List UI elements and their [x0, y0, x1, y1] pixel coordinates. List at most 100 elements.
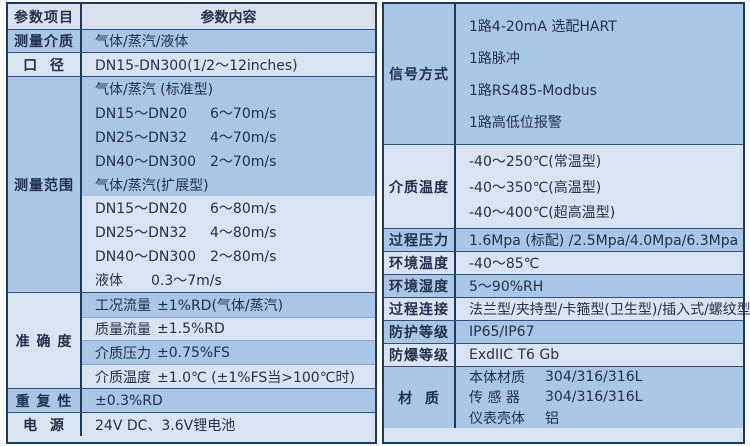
row-process-connection: 过程连接 法兰型/夹持型/卡箍型(卫生型)/插入式/螺纹型: [384, 297, 750, 320]
material-item: 传 感 器: [469, 390, 520, 407]
accuracy-value: ±1%RD(气体/蒸汽): [157, 297, 284, 314]
accuracy-item: 工况流量: [95, 297, 151, 314]
material-value: 铝: [545, 410, 559, 427]
param-value: 24V DC、3.6V锂电池: [95, 417, 236, 434]
signal-line: 1路高低位报警: [469, 115, 562, 131]
param-value: DN15-DN300(1/2～12inches): [95, 57, 298, 74]
material-line: 本体材质 304/316/316L: [456, 367, 743, 387]
medium-temp-line: -40～350℃(高温型): [469, 179, 602, 196]
spec-table-right: 信号方式 1路4-20mA 选配HART 1路脉冲 1路RS485-Modbus…: [382, 2, 750, 444]
param-name: 介质温度: [384, 145, 456, 228]
param-name: 测量介质: [8, 30, 82, 52]
range-line: DN25～DN32 4～80m/s: [82, 220, 375, 245]
param-value: 法兰型/夹持型/卡箍型(卫生型)/插入式/螺纹型: [469, 302, 750, 318]
range-text: 气体/蒸汽(扩展型): [95, 177, 209, 194]
param-name: 环境温度: [384, 252, 456, 274]
param-value: 气体/蒸汽/液体: [95, 34, 189, 50]
param-name: 测量范围: [8, 77, 82, 292]
param-name: 环境湿度: [384, 275, 456, 297]
row-explosion-proof-grade: 防爆等级 ExdIIC T6 Gb: [384, 343, 743, 366]
param-value: ExdIIC T6 Gb: [469, 347, 560, 363]
accuracy-value: ±0.75%FS: [157, 344, 230, 361]
signal-lines: 1路4-20mA 选配HART 1路脉冲 1路RS485-Modbus 1路高低…: [456, 4, 743, 144]
param-name: 材 质: [384, 367, 456, 428]
param-value: -40～85℃: [469, 256, 540, 272]
accuracy-item: 介质压力: [95, 345, 151, 362]
accuracy-line: 工况流量 ±1%RD(气体/蒸汽): [82, 293, 375, 317]
param-value: ±0.3%RD: [95, 392, 163, 409]
row-process-pressure: 过程压力 1.6Mpa (标配) /2.5Mpa/4.0Mpa/6.3Mpa: [384, 228, 743, 251]
range-speed: 4～70m/s: [210, 129, 277, 146]
header-param-item: 参数项目: [8, 4, 82, 29]
range-lines: 气体/蒸汽 (标准型) DN15～DN20 6～70m/s DN25～DN32 4～…: [82, 77, 375, 293]
row-diameter: 口 径 DN15-DN300(1/2～12inches): [8, 52, 375, 76]
range-line: 气体/蒸汽 (标准型): [82, 77, 375, 101]
signal-line: 1路RS485-Modbus: [469, 83, 597, 99]
row-signal-mode: 信号方式 1路4-20mA 选配HART 1路脉冲 1路RS485-Modbus…: [384, 4, 743, 144]
param-name: 重 复 性: [8, 389, 82, 412]
row-ambient-humidity: 环境湿度 5～90%RH: [384, 274, 743, 297]
accuracy-value: ±1.0℃ (±1%FS当>100℃时): [157, 369, 355, 386]
range-dn: 液体: [95, 273, 123, 290]
accuracy-line: 质量流量 ±1.5%RD: [82, 316, 375, 341]
medium-temp-line: -40～400℃(超高温型): [469, 205, 616, 222]
range-speed: 2～80m/s: [210, 249, 277, 266]
range-speed: 2～70m/s: [210, 153, 277, 170]
range-speed: 0.3～7m/s: [151, 273, 222, 290]
range-line: DN40～DN300 2～80m/s: [82, 244, 375, 269]
material-line: 传 感 器 304/316/316L: [456, 387, 743, 407]
range-speed: 6～80m/s: [210, 201, 277, 218]
accuracy-lines: 工况流量 ±1%RD(气体/蒸汽) 质量流量 ±1.5%RD 介质压力 ±0.75%F…: [82, 293, 375, 388]
spec-table-left: 参数项目 参数内容 测量介质 气体/蒸汽/液体 口 径 DN15-DN300(1…: [6, 2, 377, 444]
param-name: 电 源: [8, 413, 82, 436]
range-text: 气体/蒸汽 (标准型): [95, 81, 214, 98]
range-speed: 6～70m/s: [210, 105, 277, 122]
accuracy-item: 质量流量: [95, 322, 151, 339]
signal-line: 1路脉冲: [469, 51, 520, 67]
accuracy-line: 介质温度 ±1.0℃ (±1%FS当>100℃时): [82, 364, 375, 388]
accuracy-line: 介质压力 ±0.75%FS: [82, 340, 375, 365]
row-protection-grade: 防护等级 IP65/IP67: [384, 320, 743, 343]
row-measured-medium: 测量介质 气体/蒸汽/液体: [8, 29, 375, 52]
range-line: 液体 0.3～7m/s: [82, 268, 375, 293]
param-name: 口 径: [8, 53, 82, 76]
row-measuring-range: 测量范围 气体/蒸汽 (标准型) DN15～DN20 6～70m/s DN25～D…: [8, 76, 375, 293]
table-header-row: 参数项目 参数内容: [8, 4, 375, 29]
row-power: 电 源 24V DC、3.6V锂电池: [8, 412, 375, 436]
param-name: 信号方式: [384, 4, 456, 144]
material-value: 304/316/316L: [545, 369, 643, 386]
param-name: 过程连接: [384, 298, 456, 320]
row-medium-temperature: 介质温度 -40～250℃(常温型) -40～350℃(高温型) -40～400…: [384, 144, 743, 228]
material-item: 本体材质: [469, 370, 525, 387]
row-accuracy: 准 确 度 工况流量 ±1%RD(气体/蒸汽) 质量流量 ±1.5%RD 介质压力 ±…: [8, 292, 375, 388]
range-line: 气体/蒸汽(扩展型): [82, 172, 375, 197]
range-dn: DN40～DN300: [95, 249, 197, 266]
range-dn: DN25～DN32: [95, 225, 188, 242]
range-dn: DN15～DN20: [95, 105, 188, 122]
accuracy-item: 介质温度: [95, 369, 151, 386]
range-line: DN25～DN32 4～70m/s: [82, 124, 375, 149]
param-name: 防爆等级: [384, 344, 456, 366]
material-value: 304/316/316L: [545, 389, 643, 406]
param-value: 1.6Mpa (标配) /2.5Mpa/4.0Mpa/6.3Mpa: [469, 233, 739, 249]
material-lines: 本体材质 304/316/316L 传 感 器 304/316/316L 仪表壳体 铝: [456, 367, 743, 428]
range-line: DN15～DN20 6～70m/s: [82, 100, 375, 125]
param-name: 过程压力: [384, 229, 456, 251]
range-speed: 4～80m/s: [210, 225, 277, 242]
medium-temp-lines: -40～250℃(常温型) -40～350℃(高温型) -40～400℃(超高温…: [456, 145, 743, 228]
range-dn: DN15～DN20: [95, 201, 188, 218]
param-value: IP65/IP67: [469, 324, 535, 340]
accuracy-value: ±1.5%RD: [157, 321, 225, 338]
param-name: 防护等级: [384, 321, 456, 343]
range-line: DN40～DN300 2～70m/s: [82, 148, 375, 173]
signal-line: 1路4-20mA 选配HART: [469, 19, 617, 35]
row-material: 材 质 本体材质 304/316/316L 传 感 器 304/316/316L 仪…: [384, 366, 743, 428]
header-param-content: 参数内容: [200, 9, 257, 26]
row-ambient-temperature: 环境温度 -40～85℃: [384, 251, 743, 274]
material-line: 仪表壳体 铝: [456, 408, 743, 428]
param-value: 5～90%RH: [469, 279, 544, 295]
range-line: DN15～DN20 6～80m/s: [82, 196, 375, 221]
range-dn: DN25～DN32: [95, 129, 188, 146]
row-repeatability: 重 复 性 ±0.3%RD: [8, 388, 375, 412]
